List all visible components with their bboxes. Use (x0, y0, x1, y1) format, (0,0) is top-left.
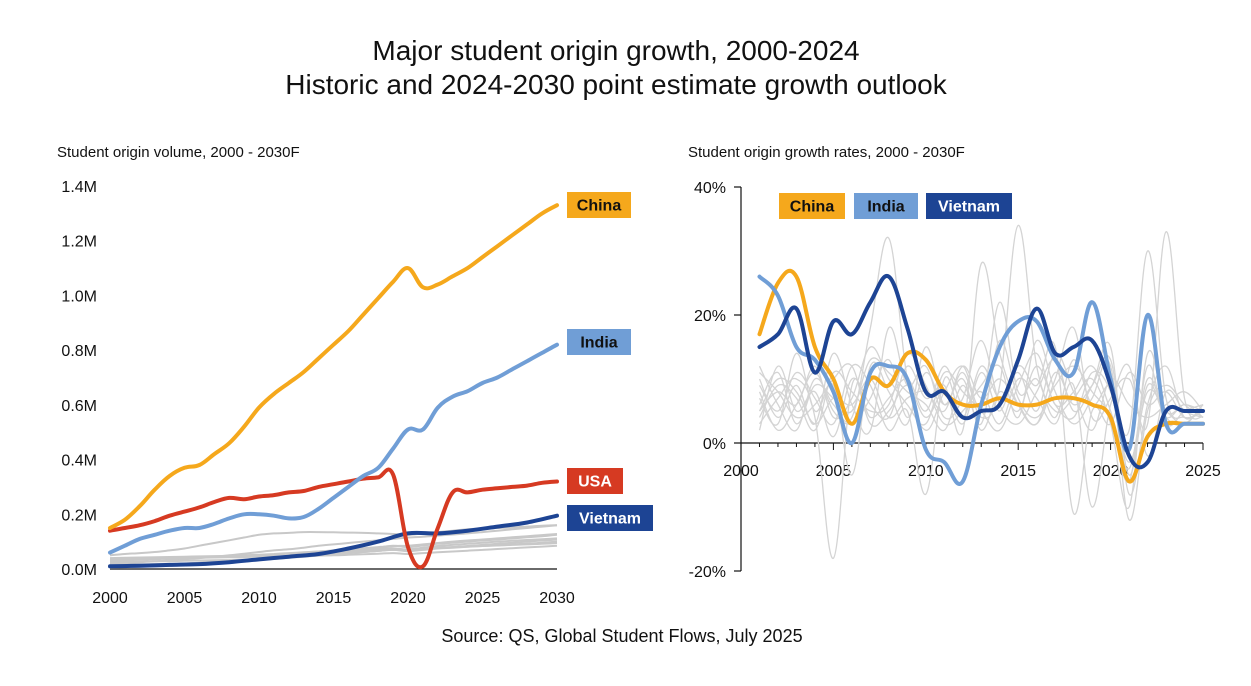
right-background-series (758, 231, 1204, 559)
left-label-usa: USA (578, 474, 612, 491)
left-x-tick-label: 2015 (316, 590, 352, 607)
left-x-tick-label: 2005 (167, 590, 203, 607)
left-label-vietnam: Vietnam (579, 511, 641, 528)
right-legend-label-india: India (867, 199, 904, 216)
left-series-line-china (108, 203, 559, 530)
left-series-line-usa (108, 467, 559, 570)
left-x-tick-label: 2030 (539, 590, 575, 607)
left-y-tick-label: 0.0M (61, 562, 97, 579)
left-label-box-china (567, 192, 631, 218)
right-x-tick-label: 2025 (1185, 463, 1221, 480)
left-x-tick-label: 2020 (390, 590, 426, 607)
right-legend-label-china: China (790, 199, 835, 216)
right-chart-title: Student origin growth rates, 2000 - 2030… (688, 144, 965, 161)
right-y-tick-label: -20% (689, 564, 726, 581)
right-background-series (758, 326, 1204, 496)
right-y-tick-label: 0% (703, 436, 726, 453)
left-label-box-usa (567, 468, 623, 494)
right-y-tick-label: 40% (694, 180, 726, 197)
right-legend-box-vietnam (926, 193, 1012, 219)
left-series-line-india (108, 342, 559, 555)
right-chart: -20%0%20%40%2000 2005 2010 2015 2020 2025Chin… (689, 180, 1221, 581)
right-x-tick-label: 2015 (1000, 463, 1036, 480)
left-x-tick-label: 2025 (465, 590, 501, 607)
left-chart: 0.0M 0.2M 0.4M 0.6M 0.8M 1.0M 1.2M 1.4M 2000 2005… (61, 179, 653, 607)
right-legend-box-india (854, 193, 918, 219)
left-y-tick-label: 1.4M (61, 179, 97, 196)
right-x-tick-label: 2000 (723, 463, 759, 480)
left-label-china: China (577, 198, 622, 215)
right-legend-box-china (779, 193, 845, 219)
right-background-series (758, 352, 1204, 495)
right-series-line-vietnam (757, 273, 1205, 470)
left-label-india: India (580, 335, 617, 352)
left-series-line-vietnam (108, 513, 559, 569)
right-legend-label-vietnam: Vietnam (938, 199, 1000, 216)
left-y-tick-label: 1.2M (61, 234, 97, 251)
left-chart-title: Student origin volume, 2000 - 2030F (57, 144, 300, 161)
left-y-tick-label: 0.8M (61, 343, 97, 360)
left-background-series (109, 544, 558, 561)
page-title-line2: Historic and 2024-2030 point estimate gr… (285, 69, 948, 100)
right-series-line-india (757, 274, 1205, 486)
left-x-tick-label: 2000 (92, 590, 128, 607)
left-background-series (109, 524, 558, 565)
left-label-box-india (567, 329, 631, 355)
page-title-line1: Major student origin growth, 2000-2024 (372, 35, 859, 66)
left-background-series (109, 540, 558, 564)
left-y-tick-label: 0.2M (61, 507, 97, 524)
left-y-tick-label: 0.4M (61, 453, 97, 470)
right-x-tick-label: 2010 (908, 463, 944, 480)
right-y-tick-label: 20% (694, 308, 726, 325)
right-background-series (758, 355, 1204, 476)
right-background-series (758, 261, 1204, 457)
left-y-tick-label: 0.6M (61, 398, 97, 415)
left-y-tick-label: 1.0M (61, 288, 97, 305)
left-label-box-vietnam (567, 505, 653, 531)
source-note: Source: QS, Global Student Flows, July 2… (441, 626, 802, 646)
left-x-tick-label: 2010 (241, 590, 277, 607)
right-background-series (758, 359, 1204, 463)
